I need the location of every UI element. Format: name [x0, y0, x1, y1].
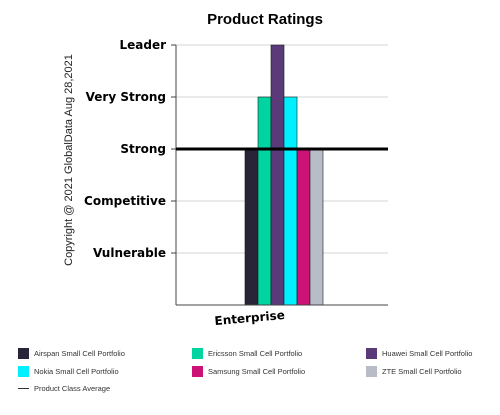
y-axis-ticks: Vulnerable Competitive Strong Very Strong Le… — [84, 38, 176, 260]
chart: Product Ratings Copyright @ 2021 GlobalD… — [63, 11, 388, 328]
legend-label: Huawei Small Cell Portfolio — [382, 349, 473, 358]
bar-zte — [309, 148, 324, 306]
legend-line-swatch — [18, 388, 29, 389]
legend-label: Samsung Small Cell Portfolio — [208, 367, 306, 376]
legend-swatch — [192, 366, 203, 377]
legend-label: Ericsson Small Cell Portfolio — [208, 349, 303, 358]
legend-label-average: Product Class Average — [34, 384, 111, 393]
bar-huawei — [270, 44, 285, 306]
legend-item: Huawei Small Cell Portfolio — [366, 348, 496, 359]
legend-swatch — [18, 366, 29, 377]
legend-label: Nokia Small Cell Portfolio — [34, 367, 119, 376]
legend-swatch — [366, 348, 377, 359]
x-axis-ticks: Enterprise — [214, 308, 285, 328]
bar-airspan — [244, 148, 259, 306]
y-tick-label: Vulnerable — [93, 246, 166, 260]
legend-label: ZTE Small Cell Portfolio — [382, 367, 462, 376]
bar-ericsson — [257, 96, 272, 306]
legend-item: Airspan Small Cell Portfolio — [18, 348, 192, 359]
legend-item: Ericsson Small Cell Portfolio — [192, 348, 366, 359]
legend-item: ZTE Small Cell Portfolio — [366, 366, 496, 377]
legend-item: Nokia Small Cell Portfolio — [18, 366, 192, 377]
legend-swatch — [18, 348, 29, 359]
bar-nokia — [283, 96, 298, 306]
y-tick-label: Very Strong — [86, 90, 166, 104]
bar-samsung — [296, 148, 311, 306]
y-tick-label: Strong — [120, 142, 166, 156]
chart-title: Product Ratings — [207, 11, 323, 28]
y-tick-label: Leader — [119, 38, 166, 52]
x-tick-label: Enterprise — [214, 308, 285, 328]
bars — [244, 44, 324, 306]
axes — [175, 45, 388, 306]
legend-item: Samsung Small Cell Portfolio — [192, 366, 366, 377]
legend-item-average: Product Class Average — [18, 384, 496, 393]
y-tick-label: Competitive — [84, 194, 166, 208]
legend: Airspan Small Cell Portfolio Ericsson Sma… — [18, 348, 496, 393]
legend-swatch — [366, 366, 377, 377]
legend-label: Airspan Small Cell Portfolio — [34, 349, 125, 358]
legend-swatch — [192, 348, 203, 359]
copyright-text: Copyright @ 2021 GlobalData Aug 28,2021 — [63, 54, 75, 266]
